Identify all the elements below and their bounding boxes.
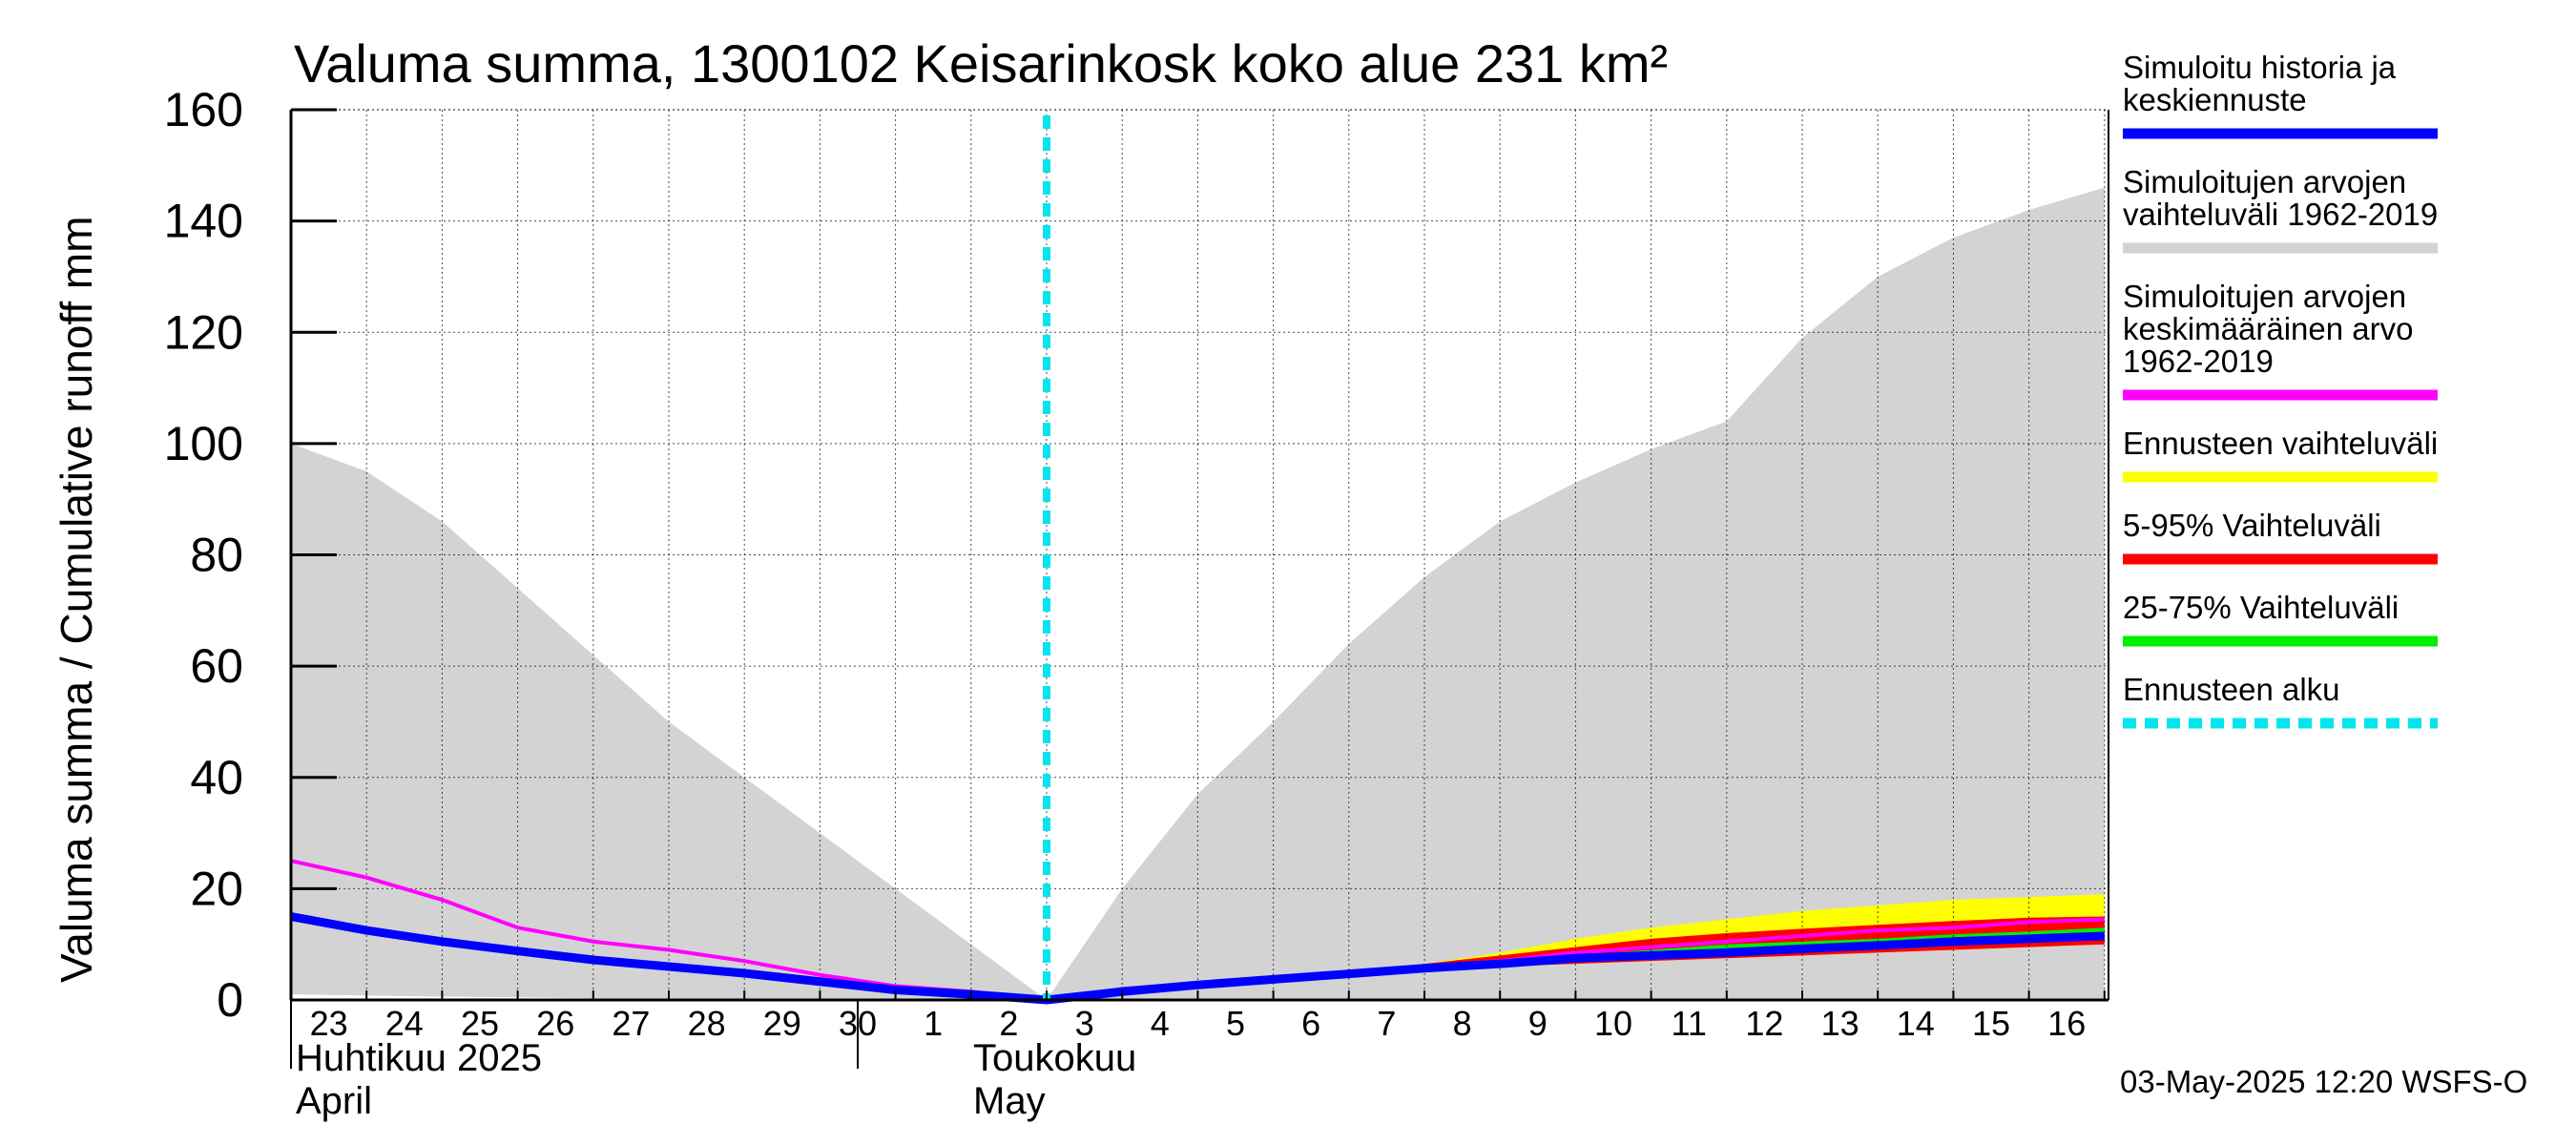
y-tick-label: 80 — [190, 529, 243, 582]
month-label-april-fi: Huhtikuu 2025 — [296, 1037, 542, 1079]
month-label-april-en: April — [296, 1080, 372, 1122]
y-axis-label: Valuma summa / Cumulative runoff mm — [52, 216, 101, 983]
month-label-may-en: May — [973, 1080, 1046, 1122]
x-tick-label: 15 — [1972, 1004, 2010, 1043]
legend-label: keskiennuste — [2123, 82, 2307, 117]
legend-label: 5-95% Vaihteluväli — [2123, 508, 2381, 543]
timestamp-footer: 03-May-2025 12:20 WSFS-O — [2120, 1064, 2527, 1099]
x-tick-label: 7 — [1377, 1004, 1396, 1043]
y-tick-label: 160 — [164, 83, 243, 136]
legend-label: keskimääräinen arvo — [2123, 311, 2413, 346]
x-tick-label: 4 — [1151, 1004, 1170, 1043]
x-tick-label: 8 — [1453, 1004, 1472, 1043]
y-tick-label: 100 — [164, 417, 243, 470]
x-tick-label: 29 — [763, 1004, 801, 1043]
x-tick-label: 6 — [1301, 1004, 1320, 1043]
grid-lines — [291, 110, 2109, 1000]
x-tick-label: 25 — [461, 1004, 499, 1043]
x-tick-label: 3 — [1075, 1004, 1094, 1043]
x-tick-label: 14 — [1897, 1004, 1935, 1043]
series-median-line — [290, 912, 2105, 1005]
series-lines — [290, 115, 2105, 1005]
legend-label: Simuloitu historia ja — [2123, 50, 2397, 85]
y-tick-label: 60 — [190, 639, 243, 693]
legend-label: vaihteluväli 1962-2019 — [2123, 197, 2438, 232]
x-tick-label: 28 — [688, 1004, 726, 1043]
x-tick-labels: 23 24 25 26 27 28 29 30 1 2 3 4 5 6 7 8 9 10 11 12 13 14 15 16 — [310, 990, 2106, 1043]
y-tick-labels: 0 20 40 60 80 100 120 140 160 — [164, 83, 337, 1027]
legend-label: Ennusteen vaihteluväli — [2123, 426, 2438, 461]
x-tick-label: 16 — [2047, 1004, 2086, 1043]
x-tick-label: 2 — [999, 1004, 1018, 1043]
y-tick-label: 40 — [190, 751, 243, 804]
legend-label: Simuloitujen arvojen — [2123, 279, 2406, 314]
legend-label: 25-75% Vaihteluväli — [2123, 590, 2399, 625]
x-tick-label: 30 — [839, 1004, 877, 1043]
y-tick-label: 140 — [164, 195, 243, 248]
legend-label: Ennusteen alku — [2123, 672, 2340, 707]
legend-label: Simuloitujen arvojen — [2123, 164, 2406, 199]
x-tick-label: 9 — [1528, 1004, 1548, 1043]
x-tick-label: 27 — [612, 1004, 650, 1043]
x-tick-label: 24 — [385, 1004, 424, 1043]
x-tick-label: 26 — [536, 1004, 574, 1043]
x-tick-label: 12 — [1745, 1004, 1783, 1043]
x-tick-label: 13 — [1821, 1004, 1859, 1043]
legend-label: 1962-2019 — [2123, 344, 2274, 379]
x-tick-label: 23 — [310, 1004, 348, 1043]
x-tick-label: 11 — [1672, 1004, 1707, 1043]
y-tick-label: 120 — [164, 305, 243, 359]
y-tick-label: 0 — [217, 973, 243, 1027]
x-tick-label: 1 — [924, 1004, 943, 1043]
x-tick-label: 10 — [1594, 1004, 1632, 1043]
chart-title: Valuma summa, 1300102 Keisarinkosk koko … — [294, 33, 1668, 94]
month-label-may-fi: Toukokuu — [973, 1037, 1136, 1079]
x-tick-label: 5 — [1226, 1004, 1245, 1043]
y-tick-label: 20 — [190, 862, 243, 915]
